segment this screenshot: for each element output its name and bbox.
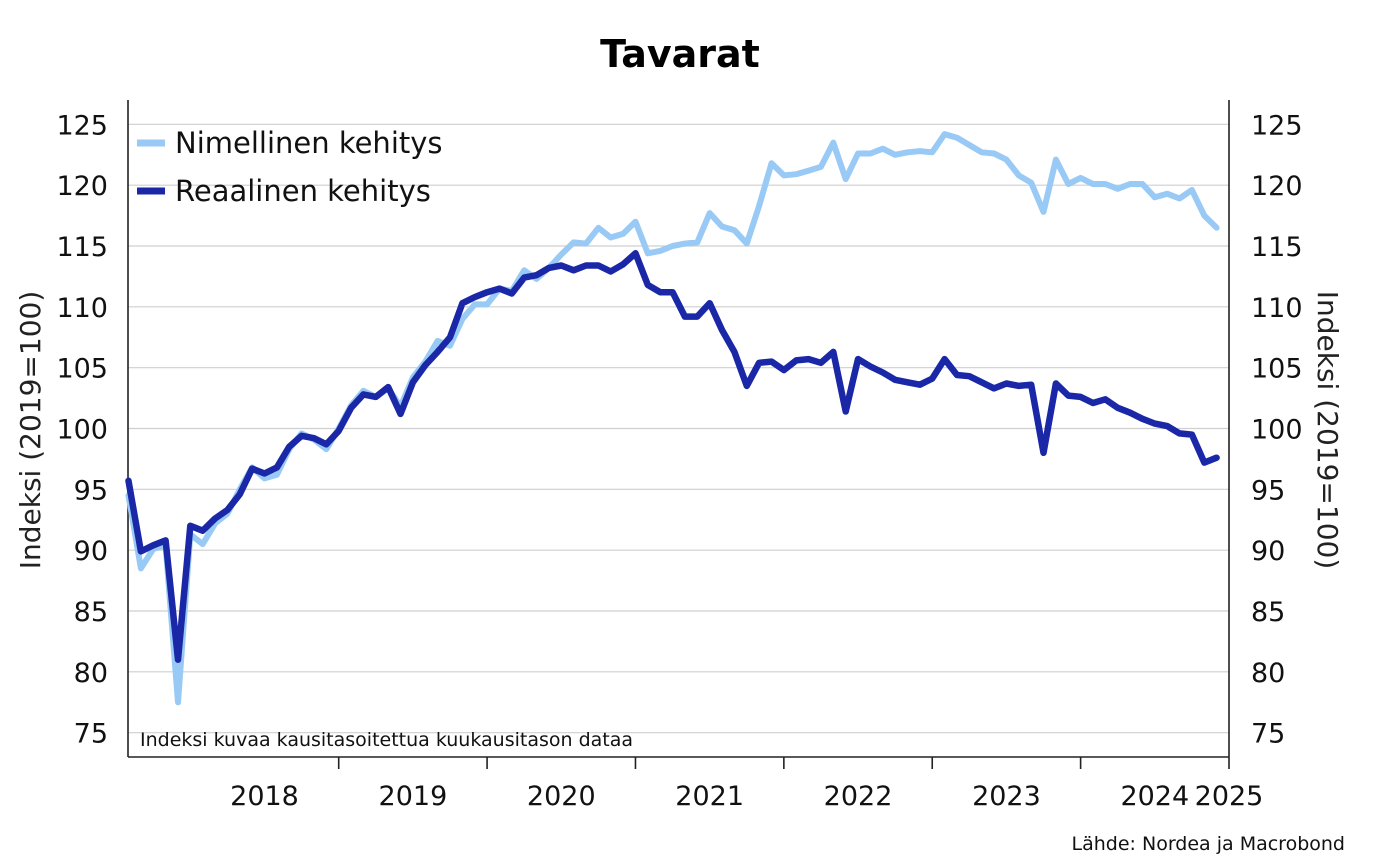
y-tick-left-label: 75 xyxy=(74,719,108,750)
x-tick-label: 2020 xyxy=(527,781,596,812)
y-tick-left-label: 90 xyxy=(74,536,108,567)
y-tick-left-label: 110 xyxy=(56,293,108,324)
y-tick-right-label: 115 xyxy=(1251,232,1303,263)
axes xyxy=(127,100,1230,758)
series-lines xyxy=(125,131,1220,706)
y-tick-right-label: 95 xyxy=(1251,475,1285,506)
chart-title: Tavarat xyxy=(600,32,760,76)
x-tick-label: 2025 xyxy=(1195,781,1264,812)
y-axis-left-label: Indeksi (2019=100) xyxy=(14,291,47,570)
y-tick-left-label: 100 xyxy=(56,415,108,446)
x-tick-label: 2022 xyxy=(824,781,893,812)
y-tick-right-label: 75 xyxy=(1251,719,1285,750)
y-axis-right-ticks: 75 80 85 90 95 100 105 110 115 120 125 xyxy=(1251,110,1303,749)
legend-label-reaalinen: Reaalinen kehitys xyxy=(175,174,431,208)
y-tick-right-label: 110 xyxy=(1251,293,1303,324)
source-note: Lähde: Nordea ja Macrobond xyxy=(1072,833,1345,855)
y-tick-right-label: 125 xyxy=(1251,110,1303,141)
x-tick-label: 2021 xyxy=(675,781,744,812)
y-tick-left-label: 95 xyxy=(74,475,108,506)
y-axis-left-ticks: 75 80 85 90 95 100 105 110 115 120 125 xyxy=(56,110,108,749)
y-tick-left-label: 120 xyxy=(56,171,108,202)
y-tick-left-label: 115 xyxy=(56,232,108,263)
y-tick-right-label: 120 xyxy=(1251,171,1303,202)
y-axis-right-label: Indeksi (2019=100) xyxy=(1311,291,1344,570)
y-tick-left-label: 105 xyxy=(56,354,108,385)
series-line-nimellinen xyxy=(125,131,1220,706)
y-tick-right-label: 80 xyxy=(1251,658,1285,689)
y-tick-right-label: 100 xyxy=(1251,415,1303,446)
y-tick-right-label: 90 xyxy=(1251,536,1285,567)
legend-label-nimellinen: Nimellinen kehitys xyxy=(175,126,443,160)
y-tick-left-label: 85 xyxy=(74,597,108,628)
y-tick-left-label: 125 xyxy=(56,110,108,141)
y-tick-left-label: 80 xyxy=(74,658,108,689)
y-tick-right-label: 105 xyxy=(1251,354,1303,385)
legend: Nimellinen kehitys Reaalinen kehitys xyxy=(137,126,443,208)
y-tick-right-label: 85 xyxy=(1251,597,1285,628)
x-tick-label: 2019 xyxy=(379,781,448,812)
chart-annotation: Indeksi kuvaa kausitasoitettua kuukausit… xyxy=(140,729,633,751)
series-line-reaalinen xyxy=(125,250,1220,663)
gridlines xyxy=(128,123,1229,734)
x-tick-label: 2024 xyxy=(1120,781,1189,812)
x-axis-ticks: 2018 2019 2020 2021 2022 2023 2024 2025 xyxy=(230,757,1263,812)
x-tick-label: 2018 xyxy=(230,781,299,812)
x-tick-label: 2023 xyxy=(972,781,1041,812)
